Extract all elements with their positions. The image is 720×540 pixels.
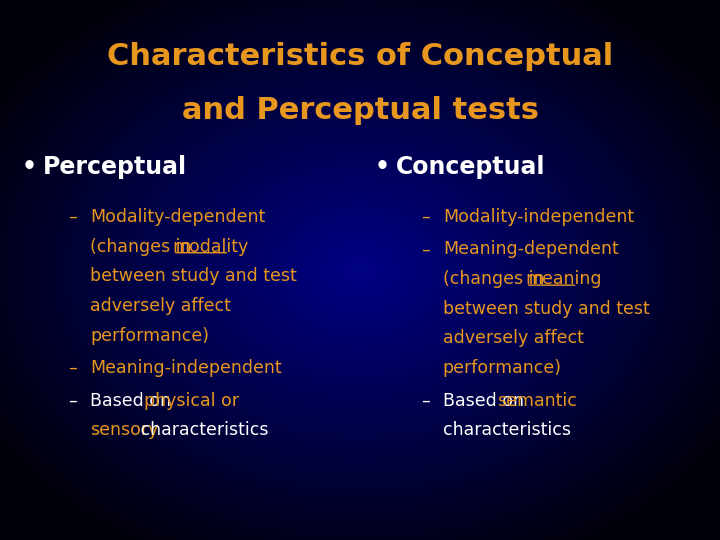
Text: –: – xyxy=(421,392,430,409)
Text: between study and test: between study and test xyxy=(443,300,649,318)
Text: (changes in: (changes in xyxy=(443,270,550,288)
Text: –: – xyxy=(421,208,430,226)
Text: physical or: physical or xyxy=(144,392,239,409)
Text: Characteristics of Conceptual: Characteristics of Conceptual xyxy=(107,42,613,71)
Text: semantic: semantic xyxy=(497,392,577,409)
Text: performance): performance) xyxy=(443,359,562,377)
Text: Meaning-independent: Meaning-independent xyxy=(90,359,282,377)
Text: between study and test: between study and test xyxy=(90,267,297,285)
Text: characteristics: characteristics xyxy=(135,421,268,439)
Text: Based on: Based on xyxy=(443,392,529,409)
Text: (changes in: (changes in xyxy=(90,238,197,255)
Text: Modality-dependent: Modality-dependent xyxy=(90,208,265,226)
Text: sensory: sensory xyxy=(90,421,158,439)
Text: and Perceptual tests: and Perceptual tests xyxy=(181,96,539,125)
Text: Conceptual: Conceptual xyxy=(396,156,546,179)
Text: –: – xyxy=(68,359,77,377)
Text: –: – xyxy=(68,392,77,409)
Text: Modality-independent: Modality-independent xyxy=(443,208,634,226)
Text: –: – xyxy=(421,240,430,258)
Text: performance): performance) xyxy=(90,327,209,345)
Text: Perceptual: Perceptual xyxy=(43,156,187,179)
Text: meaning: meaning xyxy=(526,270,602,288)
Text: •: • xyxy=(22,156,37,179)
Text: Meaning-dependent: Meaning-dependent xyxy=(443,240,618,258)
Text: –: – xyxy=(68,208,77,226)
Text: adversely affect: adversely affect xyxy=(90,297,231,315)
Text: adversely affect: adversely affect xyxy=(443,329,584,347)
Text: Based on: Based on xyxy=(90,392,176,409)
Text: modality: modality xyxy=(173,238,249,255)
Text: •: • xyxy=(374,156,390,179)
Text: characteristics: characteristics xyxy=(443,421,571,439)
